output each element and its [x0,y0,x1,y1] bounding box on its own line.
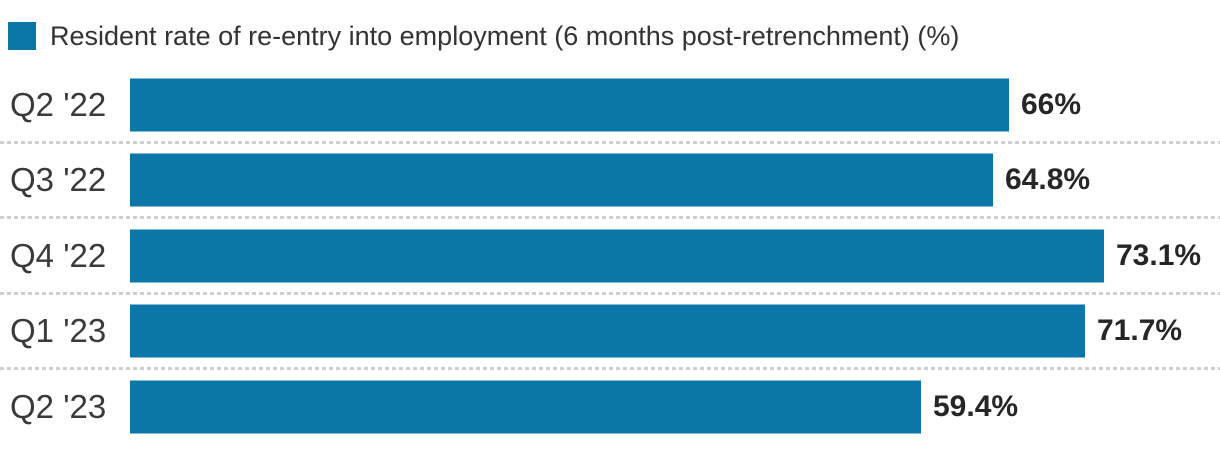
value-label: 66% [1021,87,1082,121]
category-label: Q1 '23 [10,312,107,350]
bar [130,229,1104,283]
bar-row: Q2 '23 59.4% [0,369,1220,445]
row-separator [0,140,1220,144]
value-label: 64.8% [1005,163,1091,197]
category-label: Q4 '22 [10,236,107,274]
bar-row: Q3 '22 64.8% [0,143,1220,219]
value-label: 71.7% [1097,314,1183,348]
category-label: Q3 '22 [10,161,107,199]
value-label: 59.4% [933,389,1019,423]
category-label: Q2 '23 [10,387,107,425]
bar-row: Q1 '23 71.7% [0,294,1220,370]
row-separator [0,291,1220,295]
bar [130,78,1009,132]
bar [130,380,921,434]
bar-chart: Q2 '22 66% Q3 '22 64.8% Q4 '22 73.1% Q1 '23 71.… [0,67,1220,445]
bar [130,153,993,207]
row-separator [0,216,1220,219]
legend-label: Resident rate of re-entry into employmen… [50,21,960,51]
legend: Resident rate of re-entry into employmen… [8,21,959,51]
value-label: 73.1% [1116,238,1202,272]
bar-row: Q4 '22 73.1% [0,218,1220,295]
bar-row: Q2 '22 66% [0,67,1220,144]
category-label: Q2 '22 [10,85,107,123]
bar [130,304,1085,358]
legend-swatch [8,22,36,50]
row-separator [0,367,1220,370]
